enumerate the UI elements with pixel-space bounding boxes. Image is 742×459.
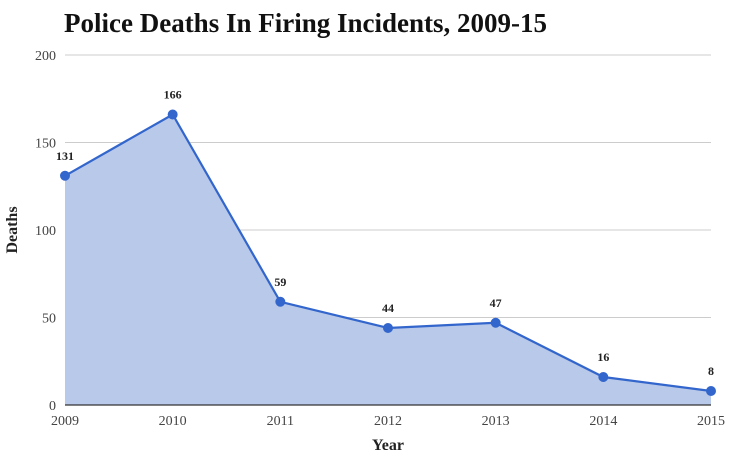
x-tick-label: 2010 [159,414,187,429]
data-label: 59 [274,275,286,289]
data-label: 44 [382,301,394,315]
data-labels: 131 166 59 44 47 16 8 [56,88,714,379]
y-tick-label: 50 [42,312,56,327]
x-tick-label: 2013 [482,414,510,429]
x-tick-label: 2014 [589,414,617,429]
x-tick-label: 2011 [267,414,294,429]
area-fill [65,114,711,405]
x-axis-label: Year [372,437,404,454]
data-point [706,386,716,396]
y-tick-label: 150 [35,137,56,152]
y-axis-label: Deaths [4,206,21,253]
y-tick-label: 0 [49,399,56,414]
data-points [60,109,716,396]
data-point [275,296,286,307]
data-label: 16 [597,350,609,364]
data-point [490,317,501,328]
data-point [60,170,70,181]
data-point [167,109,178,120]
x-tick-labels: 2009 2010 2011 2012 2013 2014 2015 [51,414,725,429]
data-label: 131 [56,149,74,163]
data-label: 8 [708,364,714,378]
x-tick-label: 2012 [374,414,402,429]
data-label: 166 [164,88,182,102]
chart-title: Police Deaths In Firing Incidents, 2009-… [64,8,547,38]
y-tick-labels: 0 50 100 150 200 [35,49,56,414]
data-point [383,323,393,333]
y-tick-label: 100 [35,224,56,239]
x-tick-label: 2009 [51,414,79,429]
x-tick-label: 2015 [697,414,725,429]
y-tick-label: 200 [35,49,56,64]
data-point [598,372,609,382]
data-label: 47 [490,296,502,310]
